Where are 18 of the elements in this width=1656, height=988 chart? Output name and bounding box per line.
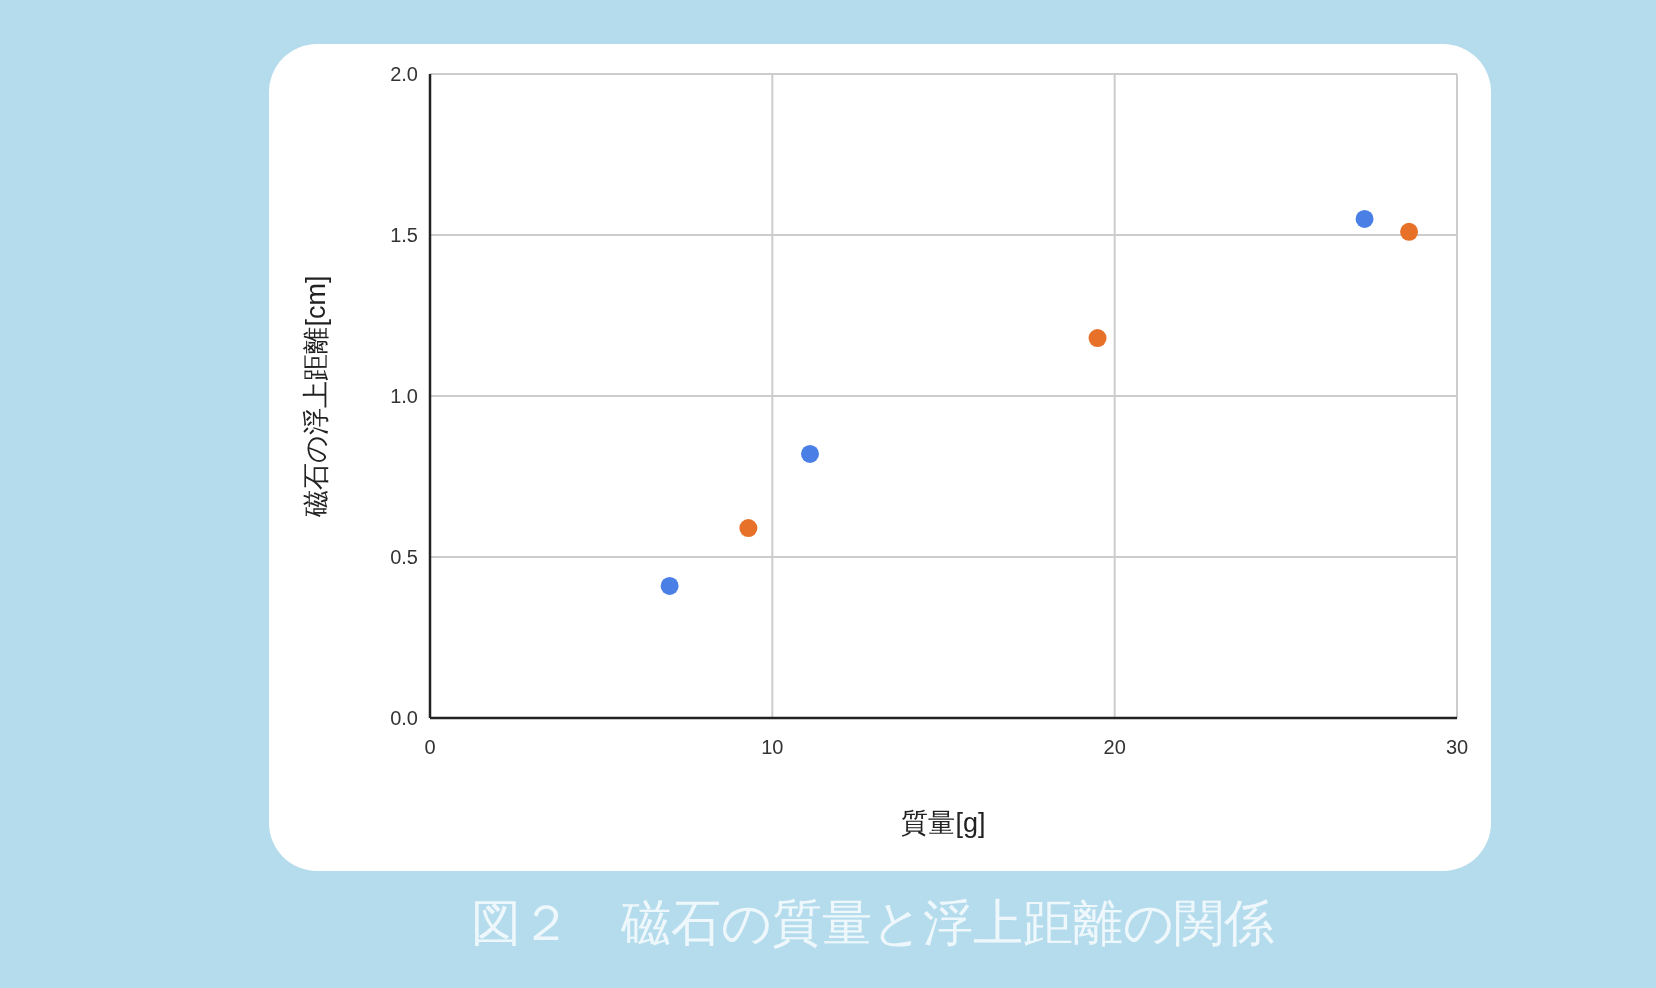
x-tick-label: 0	[424, 736, 436, 758]
point	[660, 576, 679, 595]
point	[800, 444, 819, 463]
point	[1400, 222, 1419, 241]
x-tick-label: 20	[1103, 736, 1126, 758]
x-tick-label: 10	[761, 736, 784, 758]
y-tick-label: 1.0	[390, 385, 418, 407]
point	[739, 519, 758, 538]
point	[1355, 209, 1374, 228]
y-tick-label: 2.0	[390, 63, 418, 85]
text: 図２ 磁石の質量と浮上距離の関係	[470, 895, 1274, 951]
x-tick-label: 30	[1445, 736, 1469, 758]
y-tick-label: 0.0	[390, 707, 418, 729]
y-tick-label: 0.5	[390, 546, 418, 568]
x-axis-title: 質量[g]	[901, 808, 986, 838]
y-axis-title: 磁石の浮上距離[cm]	[301, 275, 331, 518]
y-tick-label: 1.5	[390, 224, 418, 246]
point	[1088, 329, 1107, 348]
